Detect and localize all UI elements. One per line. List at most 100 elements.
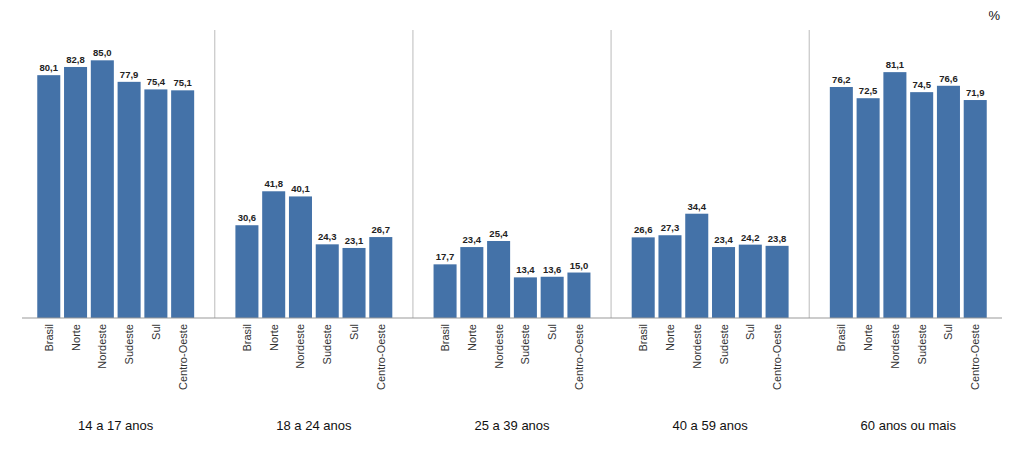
value-label: 77,9: [120, 69, 139, 80]
value-label: 24,2: [741, 232, 760, 243]
group-label: 60 anos ou mais: [861, 418, 957, 433]
bar: [883, 72, 906, 318]
value-label: 81,1: [886, 59, 905, 70]
bar: [118, 82, 141, 318]
value-label: 75,1: [173, 77, 192, 88]
texts: 80,1 Brasil 82,8 Norte 85,0 Nordeste 77,9 Sudes…: [40, 8, 1001, 433]
value-label: 23,4: [463, 234, 482, 245]
category-label: Nordeste: [493, 324, 505, 369]
value-label: 27,3: [661, 222, 680, 233]
group-label: 14 a 17 anos: [78, 418, 154, 433]
value-label: 72,5: [859, 85, 878, 96]
value-label: 24,3: [318, 231, 337, 242]
bar: [739, 245, 762, 318]
category-label: Norte: [268, 324, 280, 351]
bar: [658, 235, 681, 318]
category-label: Brasil: [637, 324, 649, 352]
value-label: 25,4: [489, 228, 508, 239]
category-label: Sudeste: [519, 324, 531, 364]
bar: [369, 237, 392, 318]
bar: [262, 191, 285, 318]
chart: 80,1 Brasil 82,8 Norte 85,0 Nordeste 77,9 Sudes…: [0, 0, 1024, 466]
category-label: Brasil: [439, 324, 451, 352]
bar: [910, 92, 933, 318]
value-label: 26,6: [634, 224, 653, 235]
value-label: 23,8: [768, 233, 787, 244]
bar: [343, 248, 366, 318]
value-label: 76,2: [832, 74, 851, 85]
value-label: 82,8: [66, 54, 85, 65]
category-label: Norte: [70, 324, 82, 351]
value-label: 71,9: [966, 87, 985, 98]
value-label: 34,4: [688, 201, 707, 212]
bar: [64, 67, 87, 318]
category-label: Brasil: [241, 324, 253, 352]
category-label: Sul: [348, 324, 360, 340]
value-label: 26,7: [372, 224, 391, 235]
value-label: 23,4: [714, 234, 733, 245]
value-label: 15,0: [570, 260, 589, 271]
group-label: 18 a 24 anos: [276, 418, 352, 433]
category-label: Nordeste: [96, 324, 108, 369]
value-label: 30,6: [238, 212, 257, 223]
category-label: Sul: [546, 324, 558, 340]
category-label: Brasil: [43, 324, 55, 352]
bar: [91, 60, 114, 318]
separators: [215, 30, 809, 318]
value-label: 76,6: [939, 73, 958, 84]
bar: [144, 89, 167, 318]
value-label: 40,1: [291, 183, 310, 194]
value-label: 75,4: [147, 76, 166, 87]
bar: [766, 246, 789, 318]
category-label: Centro-Oeste: [177, 324, 189, 390]
bar: [434, 264, 457, 318]
value-label: 17,7: [436, 251, 455, 262]
bars: [37, 60, 986, 318]
bar: [235, 225, 258, 318]
value-label: 74,5: [912, 79, 931, 90]
category-label: Centro-Oeste: [375, 324, 387, 390]
value-label: 13,6: [543, 264, 562, 275]
value-label: 13,4: [516, 264, 535, 275]
category-label: Sul: [942, 324, 954, 340]
group-separator: [214, 30, 215, 318]
bar: [937, 86, 960, 318]
group-separator: [809, 30, 810, 318]
value-label: 41,8: [264, 178, 283, 189]
category-label: Centro-Oeste: [771, 324, 783, 390]
bar: [460, 247, 483, 318]
bar: [567, 273, 590, 318]
value-label: 23,1: [345, 235, 364, 246]
bar: [685, 214, 708, 318]
category-label: Norte: [664, 324, 676, 351]
category-label: Brasil: [835, 324, 847, 352]
category-label: Sudeste: [916, 324, 928, 364]
category-label: Sudeste: [718, 324, 730, 364]
bar: [712, 247, 735, 318]
category-label: Sul: [744, 324, 756, 340]
category-label: Norte: [466, 324, 478, 351]
bar: [171, 90, 194, 318]
bar: [541, 277, 564, 318]
category-label: Sudeste: [123, 324, 135, 364]
category-label: Norte: [862, 324, 874, 351]
category-label: Sul: [150, 324, 162, 340]
group-separator: [412, 30, 413, 318]
value-label: 80,1: [40, 62, 59, 73]
category-label: Nordeste: [691, 324, 703, 369]
value-label: 85,0: [93, 47, 112, 58]
bar: [632, 237, 655, 318]
baseline: [22, 318, 1002, 319]
bar: [514, 277, 537, 318]
bar: [289, 196, 312, 318]
group-label: 40 a 59 anos: [673, 418, 749, 433]
bar: [857, 98, 880, 318]
category-label: Centro-Oeste: [573, 324, 585, 390]
category-label: Nordeste: [294, 324, 306, 369]
bar: [487, 241, 510, 318]
category-label: Centro-Oeste: [969, 324, 981, 390]
category-label: Sudeste: [321, 324, 333, 364]
bar: [316, 244, 339, 318]
group-label: 25 a 39 anos: [474, 418, 550, 433]
group-separator: [611, 30, 612, 318]
